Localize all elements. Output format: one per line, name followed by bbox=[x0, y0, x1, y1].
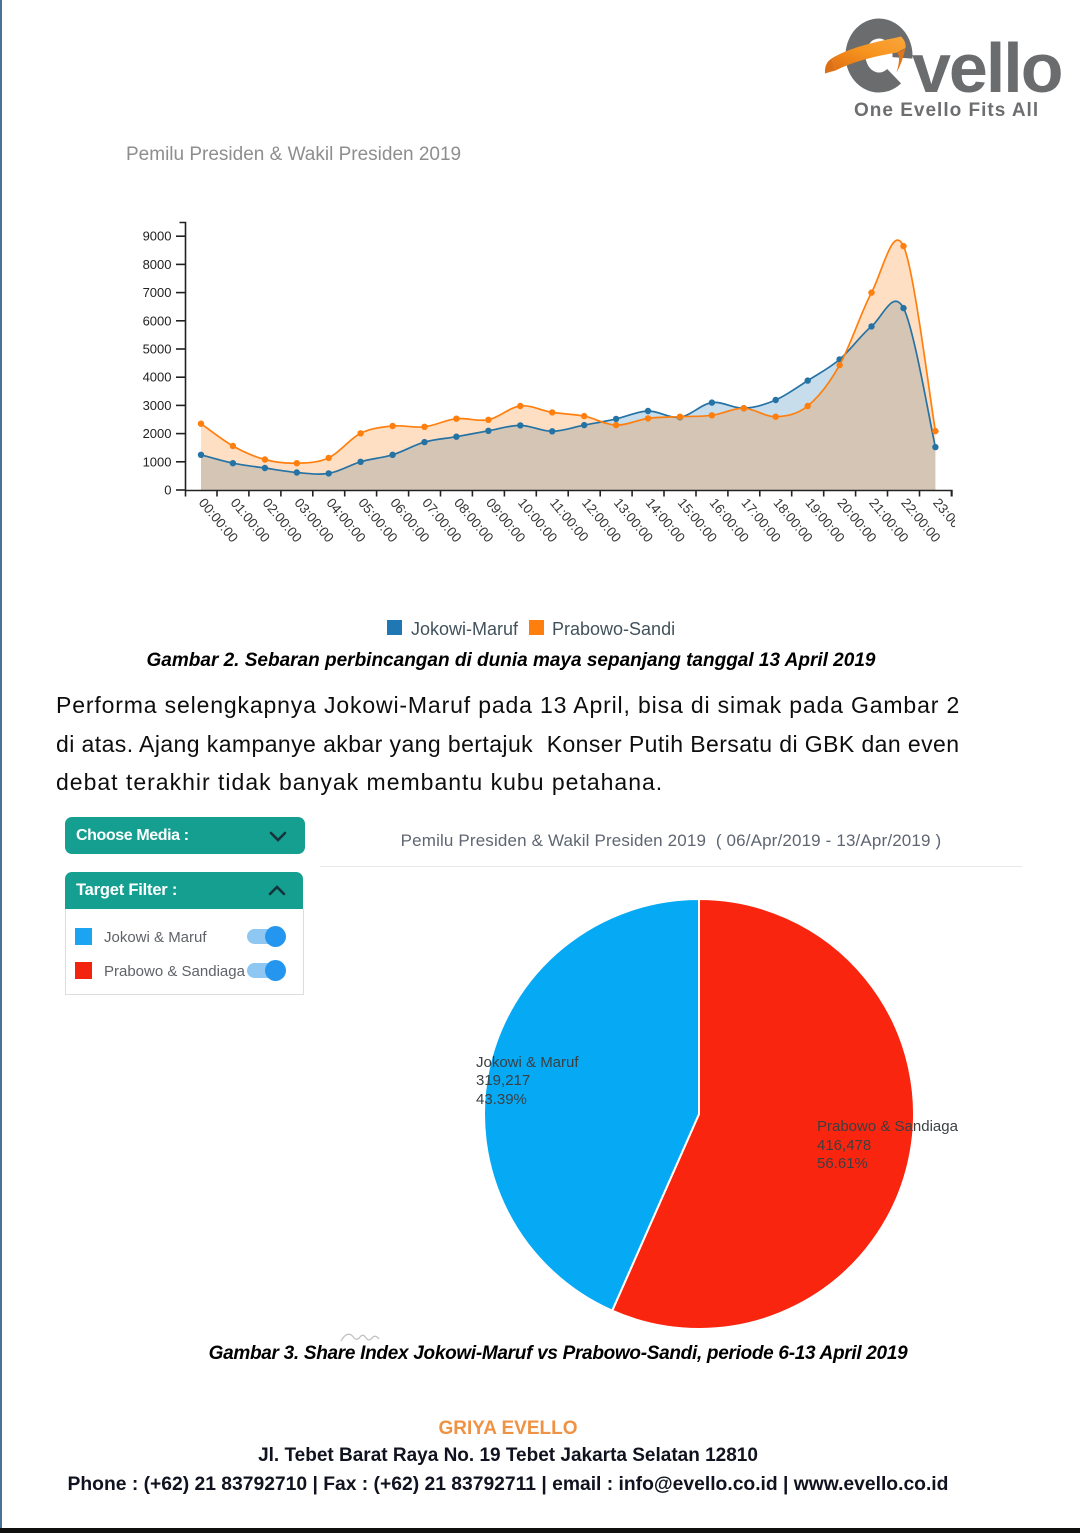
svg-text:5000: 5000 bbox=[143, 342, 172, 357]
svg-text:7000: 7000 bbox=[143, 285, 172, 300]
svg-text:4000: 4000 bbox=[143, 370, 172, 385]
svg-text:0: 0 bbox=[164, 483, 171, 498]
svg-text:vello: vello bbox=[912, 29, 1062, 107]
svg-text:1000: 1000 bbox=[143, 454, 172, 469]
svg-text:6000: 6000 bbox=[143, 313, 172, 328]
svg-text:8000: 8000 bbox=[143, 257, 172, 272]
svg-text:9000: 9000 bbox=[143, 229, 172, 244]
svg-text:2000: 2000 bbox=[143, 426, 172, 441]
svg-text:3000: 3000 bbox=[143, 398, 172, 413]
svg-text:One Evello Fits All: One Evello Fits All bbox=[854, 100, 1039, 121]
